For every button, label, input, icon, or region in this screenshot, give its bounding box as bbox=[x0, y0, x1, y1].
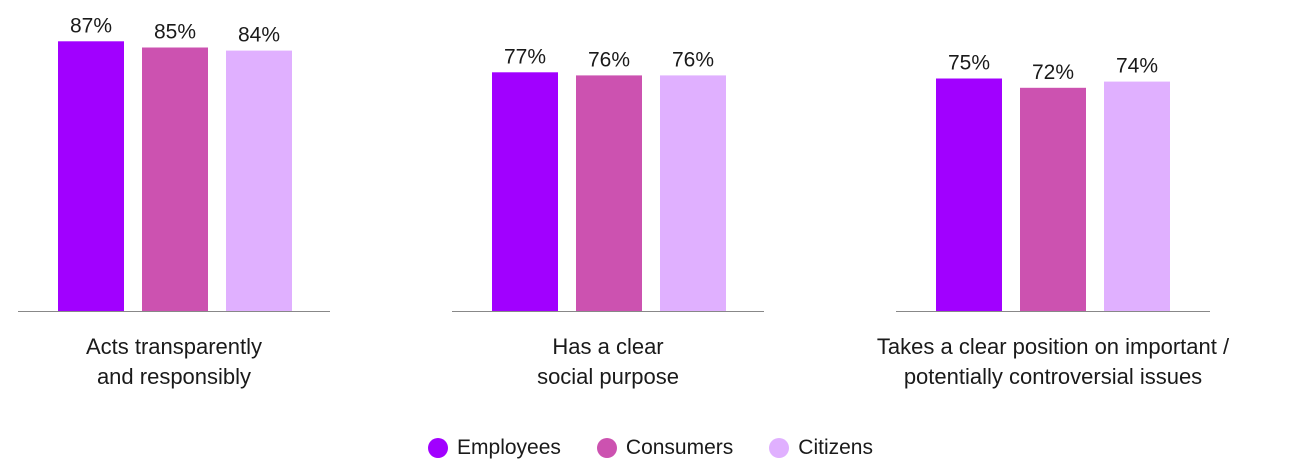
value-label-consumers-2: 76% bbox=[588, 48, 630, 71]
legend: Employees Consumers Citizens bbox=[0, 436, 1301, 460]
legend-swatch-citizens bbox=[769, 438, 790, 458]
value-label-citizens-3: 74% bbox=[1116, 55, 1158, 78]
bar-citizens-3 bbox=[1104, 81, 1170, 311]
category-label-1: Acts transparently and responsibly bbox=[86, 334, 262, 389]
bar-citizens-1 bbox=[226, 50, 292, 311]
legend-swatch-consumers bbox=[596, 438, 617, 458]
bar-employees-1 bbox=[58, 41, 124, 312]
value-label-employees-3: 75% bbox=[948, 52, 990, 75]
value-label-consumers-1: 85% bbox=[154, 21, 196, 44]
category-label-2: Has a clear social purpose bbox=[537, 334, 679, 389]
legend-label-employees: Employees bbox=[457, 436, 561, 459]
bar-consumers-3 bbox=[1020, 87, 1086, 311]
category-label-3: Takes a clear position on important / pot… bbox=[877, 334, 1230, 389]
bar-consumers-2 bbox=[576, 75, 642, 312]
value-label-citizens-2: 76% bbox=[672, 48, 714, 71]
value-label-employees-2: 77% bbox=[504, 45, 546, 68]
bar-citizens-2 bbox=[660, 75, 726, 312]
bar-consumers-1 bbox=[142, 47, 208, 311]
legend-label-citizens: Citizens bbox=[798, 436, 873, 459]
bar-employees-3 bbox=[936, 78, 1002, 311]
legend-item-consumers: Consumers bbox=[596, 436, 734, 460]
value-label-consumers-3: 72% bbox=[1032, 61, 1074, 84]
bar-employees-2 bbox=[492, 72, 558, 311]
legend-swatch-employees bbox=[428, 438, 449, 458]
bar-chart: 87% 85% 84% Acts transparently and responsib… bbox=[18, 14, 1230, 389]
legend-item-employees: Employees bbox=[428, 436, 561, 460]
value-label-employees-1: 87% bbox=[70, 14, 112, 37]
legend-item-citizens: Citizens bbox=[769, 436, 873, 460]
legend-label-consumers: Consumers bbox=[625, 436, 734, 459]
value-label-citizens-1: 84% bbox=[238, 24, 280, 47]
